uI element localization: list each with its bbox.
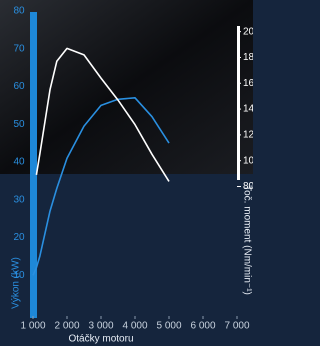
x-tick-label: 1 000 xyxy=(20,321,45,332)
y-tick-label: 10 xyxy=(13,270,25,281)
y2-axis-title: Toč. moment (Nm/min⁻¹) xyxy=(241,185,252,295)
x-axis-title: Otáčky motoru xyxy=(68,334,133,345)
y-tick-label: 30 xyxy=(13,194,25,205)
y2-tick-label: 140 xyxy=(243,104,253,115)
y2-tick-label: 120 xyxy=(243,130,253,141)
y2-tick-label: 80 xyxy=(243,181,253,192)
x-tick-label: 4 000 xyxy=(122,321,147,332)
y2-tick-label: 200 xyxy=(243,26,253,37)
chart: Výkon (kW) Toč. moment (Nm/min⁻¹) Otáčky… xyxy=(0,0,253,346)
y2-tick-label: 100 xyxy=(243,155,253,166)
y-tick-label: 40 xyxy=(13,157,25,168)
y2-tick-label: 160 xyxy=(243,78,253,89)
y-tick-label: 70 xyxy=(13,43,25,54)
y-tick-label: 20 xyxy=(13,232,25,243)
x-tick-label: 3 000 xyxy=(88,321,113,332)
y2-axis-bar xyxy=(237,26,240,180)
y-axis-bar xyxy=(30,12,37,318)
x-tick-label: 6 000 xyxy=(190,321,215,332)
x-tick-label: 2 000 xyxy=(54,321,79,332)
y-tick-label: 60 xyxy=(13,81,25,92)
y-tick-label: 50 xyxy=(13,119,25,130)
y2-tick-label: 180 xyxy=(243,52,253,63)
y-axis-title: Výkon (kW) xyxy=(11,257,22,309)
background-photo xyxy=(0,0,253,174)
x-tick-label: 7 000 xyxy=(224,321,249,332)
x-tick-label: 5 000 xyxy=(156,321,181,332)
y-tick-label: 80 xyxy=(13,6,25,17)
